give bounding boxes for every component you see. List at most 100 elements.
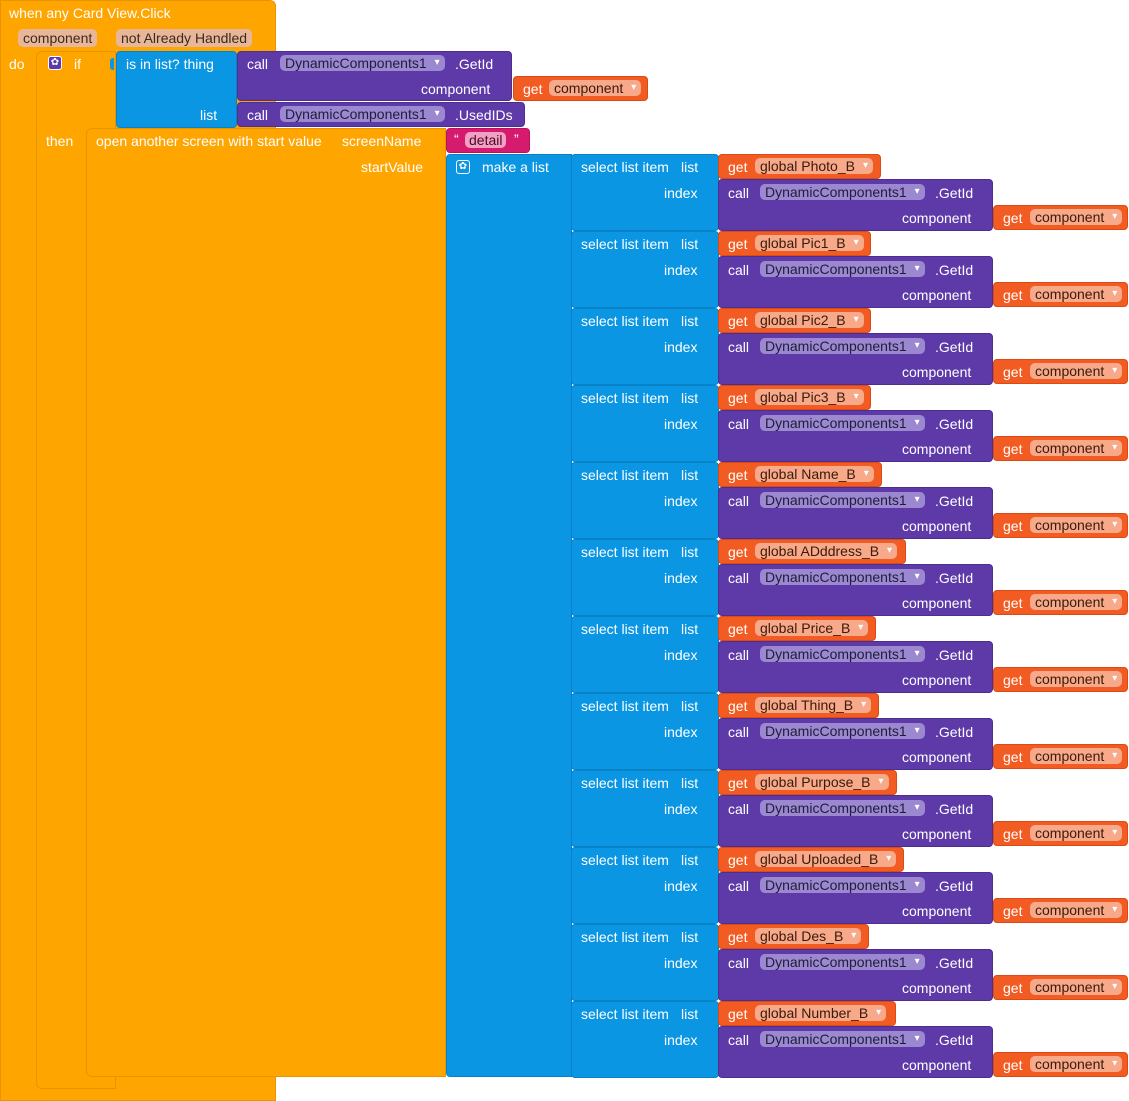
component-var-dropdown[interactable]: component	[1030, 671, 1123, 687]
global-var-dropdown[interactable]: global Thing_B	[755, 697, 872, 713]
call-label: call	[728, 339, 750, 355]
component-var-dropdown[interactable]: component	[1030, 1056, 1123, 1072]
component-selector-dropdown[interactable]: DynamicComponents1	[760, 492, 925, 508]
global-var-dropdown[interactable]: global Pic2_B	[755, 312, 864, 328]
event-param-not-already-handled[interactable]: not Already Handled	[116, 29, 253, 47]
component-arg-label: component	[902, 287, 972, 303]
select-list-item-block[interactable]	[571, 385, 719, 462]
index-arg-label: index	[664, 493, 698, 509]
component-var-dropdown[interactable]: component	[1030, 517, 1123, 533]
index-arg-label: index	[664, 185, 698, 201]
component-var-dropdown[interactable]: component	[1030, 440, 1123, 456]
select-list-item-block[interactable]	[571, 847, 719, 924]
gear-icon[interactable]: ✿	[48, 56, 62, 70]
component-var-dropdown[interactable]: component	[1030, 979, 1123, 995]
list-arg-label: list	[681, 698, 699, 714]
call-label: call	[728, 416, 750, 432]
event-param-component[interactable]: component	[18, 29, 98, 47]
list-arg-label: list	[681, 544, 699, 560]
select-list-item-label: select list item	[581, 236, 669, 252]
global-var-dropdown[interactable]: global Pic1_B	[755, 235, 864, 251]
select-list-item-block[interactable]	[571, 231, 719, 308]
component-selector-dropdown[interactable]: DynamicComponents1	[760, 261, 925, 277]
select-list-item-block[interactable]	[571, 154, 719, 231]
component-arg-label: component	[902, 903, 972, 919]
global-var-dropdown[interactable]: global Name_B	[755, 466, 874, 482]
get-label: get	[1003, 749, 1023, 765]
screen-name-value[interactable]: detail	[465, 132, 507, 148]
select-list-item-label: select list item	[581, 390, 669, 406]
select-list-item-label: select list item	[581, 544, 669, 560]
component-selector-dropdown[interactable]: DynamicComponents1	[760, 723, 925, 739]
global-var-dropdown[interactable]: global ADddress_B	[755, 543, 898, 559]
component-var-dropdown[interactable]: component	[1030, 902, 1123, 918]
select-list-item-label: select list item	[581, 159, 669, 175]
open-another-screen-block[interactable]	[86, 128, 446, 1077]
get-label: get	[728, 544, 748, 560]
index-arg-label: index	[664, 339, 698, 355]
index-arg-label: index	[664, 262, 698, 278]
list-arg-label: list	[681, 621, 699, 637]
get-label: get	[728, 467, 748, 483]
component-selector-dropdown[interactable]: DynamicComponents1	[280, 55, 445, 71]
index-arg-label: index	[664, 955, 698, 971]
component-var-dropdown[interactable]: component	[549, 80, 642, 96]
make-a-list-block[interactable]	[446, 154, 572, 1077]
screen-name-label: screenName	[342, 133, 422, 149]
index-arg-label: index	[664, 878, 698, 894]
if-label: if	[74, 56, 81, 72]
global-var-dropdown[interactable]: global Des_B	[755, 928, 862, 944]
call-label: call	[728, 1032, 750, 1048]
global-var-dropdown[interactable]: global Price_B	[755, 620, 869, 636]
global-var-dropdown[interactable]: global Photo_B	[755, 158, 873, 174]
then-label: then	[46, 133, 74, 149]
component-selector-dropdown[interactable]: DynamicComponents1	[760, 184, 925, 200]
component-var-dropdown[interactable]: component	[1030, 594, 1123, 610]
global-var-dropdown[interactable]: global Uploaded_B	[755, 851, 897, 867]
call-label: call	[728, 878, 750, 894]
list-arg-label: list	[681, 390, 699, 406]
global-var-dropdown[interactable]: global Purpose_B	[755, 774, 889, 790]
component-var-dropdown[interactable]: component	[1030, 825, 1123, 841]
component-selector-dropdown[interactable]: DynamicComponents1	[760, 1031, 925, 1047]
select-list-item-block[interactable]	[571, 462, 719, 539]
component-selector-dropdown[interactable]: DynamicComponents1	[760, 877, 925, 893]
open-screen-label: open another screen with start value	[96, 133, 322, 149]
input-notch	[565, 930, 569, 942]
input-notch	[565, 776, 569, 788]
gear-icon[interactable]: ✿	[456, 160, 470, 174]
list-arg-label: list	[681, 1006, 699, 1022]
select-list-item-block[interactable]	[571, 308, 719, 385]
select-list-item-block[interactable]	[571, 924, 719, 1001]
select-list-item-label: select list item	[581, 621, 669, 637]
global-var-dropdown[interactable]: global Pic3_B	[755, 389, 864, 405]
select-list-item-block[interactable]	[571, 693, 719, 770]
global-var-dropdown[interactable]: global Number_B	[755, 1005, 887, 1021]
select-list-item-block[interactable]	[571, 616, 719, 693]
component-selector-dropdown[interactable]: DynamicComponents1	[760, 569, 925, 585]
select-list-item-block[interactable]	[571, 770, 719, 847]
get-label: get	[728, 852, 748, 868]
component-var-dropdown[interactable]: component	[1030, 286, 1123, 302]
select-list-item-block[interactable]	[571, 539, 719, 616]
component-selector-dropdown[interactable]: DynamicComponents1	[280, 106, 445, 122]
get-label: get	[728, 390, 748, 406]
component-arg-label: component	[902, 1057, 972, 1073]
component-selector-dropdown[interactable]: DynamicComponents1	[760, 800, 925, 816]
index-arg-label: index	[664, 570, 698, 586]
list-arg-label: list	[681, 159, 699, 175]
component-selector-dropdown[interactable]: DynamicComponents1	[760, 338, 925, 354]
component-var-dropdown[interactable]: component	[1030, 748, 1123, 764]
list-label: list	[200, 107, 218, 123]
list-arg-label: list	[681, 929, 699, 945]
component-selector-dropdown[interactable]: DynamicComponents1	[760, 954, 925, 970]
getid-method: .GetId	[935, 493, 974, 509]
component-selector-dropdown[interactable]: DynamicComponents1	[760, 646, 925, 662]
component-selector-dropdown[interactable]: DynamicComponents1	[760, 415, 925, 431]
select-list-item-label: select list item	[581, 852, 669, 868]
get-label: get	[1003, 518, 1023, 534]
select-list-item-label: select list item	[581, 929, 669, 945]
component-var-dropdown[interactable]: component	[1030, 363, 1123, 379]
component-var-dropdown[interactable]: component	[1030, 209, 1123, 225]
is-in-list-block[interactable]	[116, 51, 237, 128]
